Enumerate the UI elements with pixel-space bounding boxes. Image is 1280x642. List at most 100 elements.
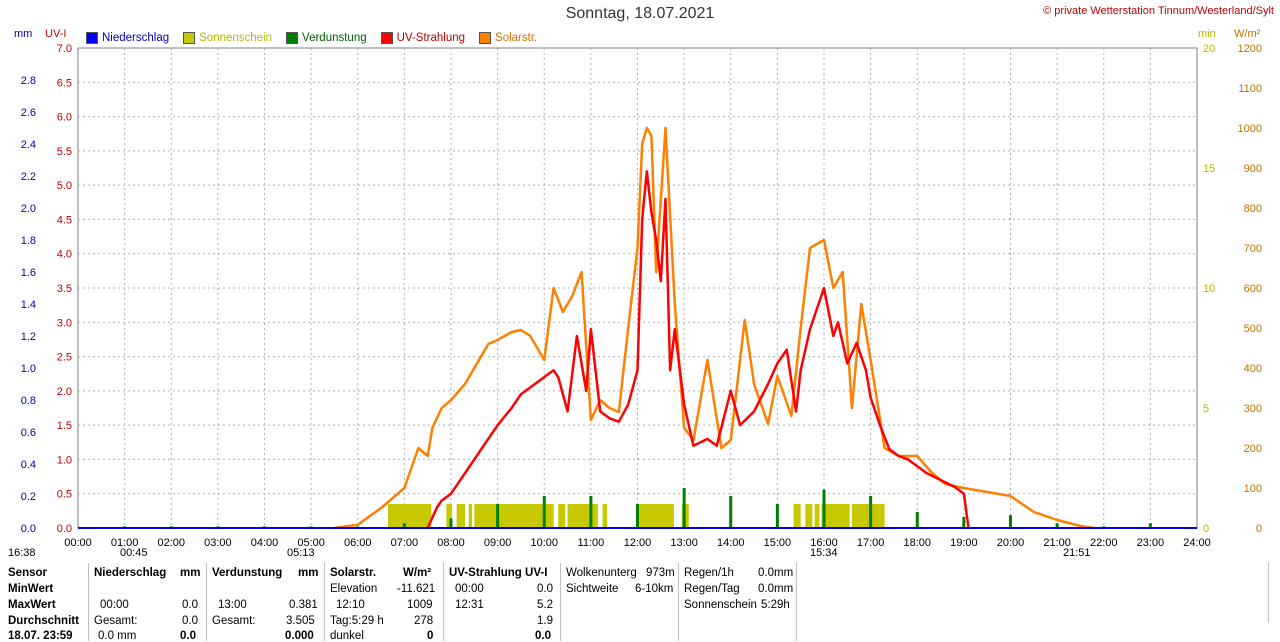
legend-label-solar: Solarstr. — [495, 32, 538, 44]
x-tick-label: 21:00 — [1043, 537, 1071, 549]
sunshine-bar — [637, 504, 674, 528]
rain-header: Niederschlag — [94, 567, 167, 579]
table-divider — [88, 563, 89, 641]
uv-avg-value: 1.9 — [537, 615, 553, 627]
legend-item-evap: Verdunstung — [286, 32, 367, 44]
min-axis-tick: 0 — [1203, 523, 1209, 535]
uv-axis-tick: 3.0 — [57, 317, 72, 329]
legend-swatch-uv — [380, 32, 393, 44]
uv-last-value: 0.0 — [535, 630, 551, 642]
x-tick-label: 02:00 — [157, 537, 185, 549]
x-tick-label: 11:00 — [578, 537, 605, 549]
mm-axis-tick: 2.6 — [21, 107, 36, 119]
uv-axis-tick: 5.5 — [57, 146, 72, 158]
mm-axis-tick: 2.0 — [21, 203, 36, 215]
uv-axis-tick: 5.0 — [57, 180, 72, 192]
wm2-axis-tick: 1000 — [1238, 123, 1262, 135]
mm-axis-tick: 1.4 — [21, 299, 36, 311]
table-divider — [443, 563, 444, 641]
legend-item-uv: UV-Strahlung — [380, 32, 465, 44]
sunshine-bar — [456, 504, 465, 528]
solar-max-value: 1009 — [407, 599, 433, 611]
x-tick-label: 05:00 — [297, 537, 325, 549]
x-tick-label: 23:00 — [1137, 537, 1165, 549]
cloud-base-value: 973m — [646, 567, 675, 579]
mm-axis-tick: 2.2 — [21, 171, 36, 183]
sunshine-bar — [851, 504, 885, 528]
legend-item-sun: Sonnenschein — [183, 32, 272, 44]
mm-axis-tick: 0.4 — [21, 459, 36, 471]
min-axis-tick: 10 — [1203, 283, 1215, 295]
table-divider — [678, 563, 679, 641]
mm-axis-tick: 0.2 — [21, 491, 36, 503]
x-tick-label: 24:00 — [1183, 537, 1211, 549]
uv-axis-tick: 2.5 — [57, 352, 72, 364]
uv-axis-tick: 7.0 — [57, 43, 72, 55]
min-axis-tick: 5 — [1203, 403, 1209, 415]
x-tick-label: 08:00 — [437, 537, 465, 549]
x-tick-label: 17:00 — [857, 537, 885, 549]
table-divider — [1268, 563, 1269, 623]
visibility-label: Sichtweite — [566, 583, 619, 595]
sunshine-bar — [805, 504, 813, 528]
sunshine-bar — [474, 504, 554, 528]
x-tick-label: 15:00 — [764, 537, 792, 549]
row-label-avg: Durchschnitt — [8, 615, 79, 627]
x-tick-label: 00:00 — [64, 537, 92, 549]
statistics-table: Sensor MinWert MaxWert Durchschnitt 18.0… — [0, 563, 800, 642]
x-tick-label: 20:00 — [997, 537, 1025, 549]
uv-axis-tick: 6.5 — [57, 77, 72, 89]
mm-axis-tick: 2.4 — [21, 139, 36, 151]
mm-axis-tick: 0.6 — [21, 427, 36, 439]
weather-chart: 00:00 01:00 02:00 03:00 04:00 05:00 06:00 07:00… — [21, 43, 1262, 549]
uv-header: UV-Strahlung UV-I — [449, 567, 548, 579]
mm-axis-tick: 0.8 — [21, 395, 36, 407]
sunshine-bar — [602, 504, 608, 528]
sunshine-bar — [468, 504, 472, 528]
sunshine-value: 5:29h — [761, 599, 790, 611]
x-tick-label: 13:00 — [670, 537, 698, 549]
x-tick-label: 09:00 — [484, 537, 512, 549]
evap-header: Verdunstung — [212, 567, 283, 579]
legend-label-evap: Verdunstung — [302, 32, 367, 44]
rain-last-value: 0.0 — [180, 630, 196, 642]
uv-min-value: 0.0 — [537, 583, 553, 595]
solar-dark-value: 0 — [427, 630, 434, 642]
uv-axis-tick: 3.5 — [57, 283, 72, 295]
uv-max-time: 12:31 — [455, 599, 484, 611]
uv-axis-tick: 1.0 — [57, 454, 72, 466]
mm-axis-tick: 1.8 — [21, 235, 36, 247]
evap-total-label: Gesamt: — [212, 615, 256, 627]
sunshine-bar — [388, 504, 432, 528]
x-tick-label: 01:00 — [111, 537, 139, 549]
evap-max-value: 0.381 — [289, 599, 318, 611]
wm2-axis-tick: 400 — [1244, 363, 1262, 375]
solar-radiation-line — [334, 126, 1095, 530]
marker-sunset: 21:51 — [1063, 547, 1091, 559]
uv-axis-tick: 2.0 — [57, 386, 72, 398]
rain-total-value: 0.0 — [182, 615, 198, 627]
x-tick-label: 04:00 — [251, 537, 279, 549]
wm2-axis-tick: 600 — [1244, 283, 1262, 295]
solar-header: Solarstr. — [330, 567, 377, 579]
mm-axis-tick: 2.8 — [21, 75, 36, 87]
sunshine-bar — [558, 504, 566, 528]
marker-sunset-prev: 16:38 — [8, 547, 36, 559]
unit-min: min — [1198, 28, 1216, 40]
rain-day-label: Regen/Tag — [684, 583, 740, 595]
sunshine-bar — [793, 504, 801, 528]
sunshine-bar — [814, 504, 820, 528]
uv-max-value: 5.2 — [537, 599, 553, 611]
table-divider — [796, 563, 797, 641]
solar-unit: W/m² — [403, 567, 432, 579]
sunshine-bar — [567, 504, 598, 528]
row-label-sensor: Sensor — [8, 567, 47, 579]
marker-sunrise: 05:13 — [287, 547, 315, 559]
rain-hour-label: Regen/1h — [684, 567, 734, 579]
evap-last-value: 0.000 — [285, 630, 314, 642]
rain-day-value: 0.0mm — [758, 583, 794, 595]
unit-uv: UV-I — [45, 28, 67, 40]
mm-axis-tick: 1.2 — [21, 331, 36, 343]
x-tick-label: 18:00 — [903, 537, 931, 549]
uv-radiation-line — [426, 170, 970, 529]
